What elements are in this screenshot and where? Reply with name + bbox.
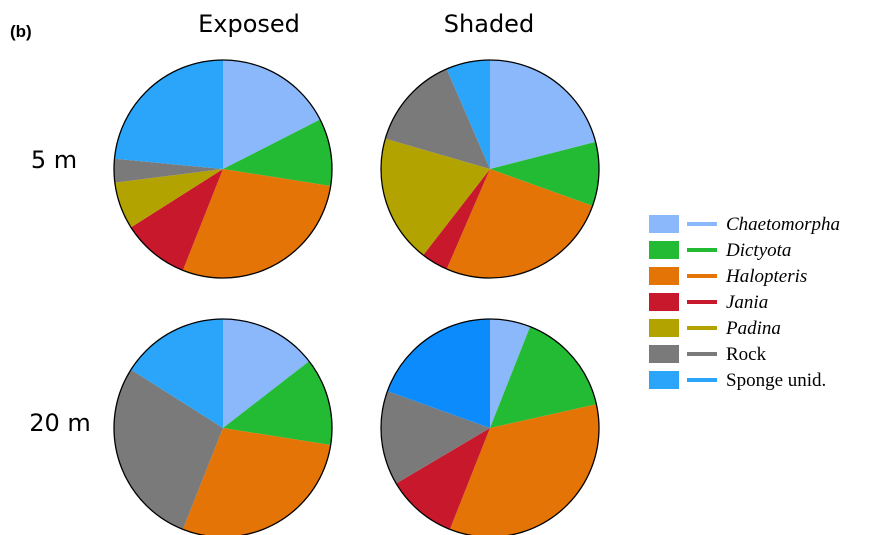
legend-swatch	[649, 293, 679, 311]
slice-dictyota	[223, 119, 333, 187]
legend-label: Halopteris	[725, 266, 807, 287]
panel-label: (b)	[10, 22, 32, 41]
slice-sponge-unid	[130, 318, 223, 428]
legend-label: Rock	[726, 344, 767, 365]
pie-outline	[113, 318, 333, 535]
legend-swatch	[649, 241, 679, 259]
slice-halopteris	[182, 169, 331, 279]
pie-5-m-shaded	[380, 59, 600, 279]
slice-sponge-unid	[446, 59, 490, 169]
legend-label: Jania	[726, 292, 768, 313]
slice-chaetomorpha	[490, 319, 531, 428]
pie-grid	[113, 59, 600, 535]
legend-item-jania: Jania	[649, 292, 768, 313]
slice-rock	[113, 158, 223, 183]
legend-item-sponge-unid: Sponge unid.	[649, 370, 826, 391]
legend-label: Padina	[725, 318, 781, 339]
slice-dictyota	[490, 326, 597, 428]
legend-item-halopteris: Halopteris	[649, 266, 807, 287]
legend-swatch	[649, 371, 679, 389]
legend: Chaetomorpha Dictyota Halopteris Jania Padin…	[649, 214, 840, 391]
legend-label: Chaetomorpha	[726, 214, 840, 235]
slice-rock	[380, 391, 490, 484]
slice-jania	[396, 428, 490, 530]
slice-halopteris	[449, 404, 599, 535]
slice-dictyota	[490, 141, 600, 206]
pie-5-m-exposed	[113, 59, 333, 279]
slice-padina	[114, 169, 223, 228]
slice-halopteris	[182, 428, 331, 535]
legend-swatch	[649, 267, 679, 285]
pie-20-m-shaded	[380, 318, 600, 535]
slice-dictyota	[223, 361, 333, 446]
slice-jania	[130, 169, 223, 271]
legend-label: Sponge unid.	[726, 370, 826, 391]
slice-jania	[423, 169, 490, 270]
legend-swatch	[649, 345, 679, 363]
legend-swatch	[649, 319, 679, 337]
slice-chaetomorpha	[490, 60, 596, 169]
legend-item-rock: Rock	[649, 344, 767, 365]
slice-sponge-unid	[387, 319, 490, 428]
pie-outline	[380, 318, 600, 535]
column-label-shaded: Shaded	[444, 10, 534, 38]
row-label-20m: 20 m	[29, 409, 91, 437]
slice-chaetomorpha	[223, 60, 321, 169]
column-label-exposed: Exposed	[198, 10, 300, 38]
pie-outline	[113, 59, 333, 279]
row-label-5m: 5 m	[31, 146, 77, 174]
pie-outline	[380, 59, 600, 279]
legend-label: Dictyota	[725, 240, 791, 261]
slice-rock	[113, 369, 223, 530]
pie-20-m-exposed	[113, 318, 333, 535]
slice-chaetomorpha	[223, 319, 310, 428]
legend-item-padina: Padina	[649, 318, 781, 339]
slice-padina	[381, 138, 490, 256]
slice-halopteris	[446, 169, 593, 279]
legend-swatch	[649, 215, 679, 233]
legend-item-dictyota: Dictyota	[649, 240, 791, 261]
legend-item-chaetomorpha: Chaetomorpha	[649, 214, 840, 235]
slice-sponge-unid	[114, 59, 223, 169]
